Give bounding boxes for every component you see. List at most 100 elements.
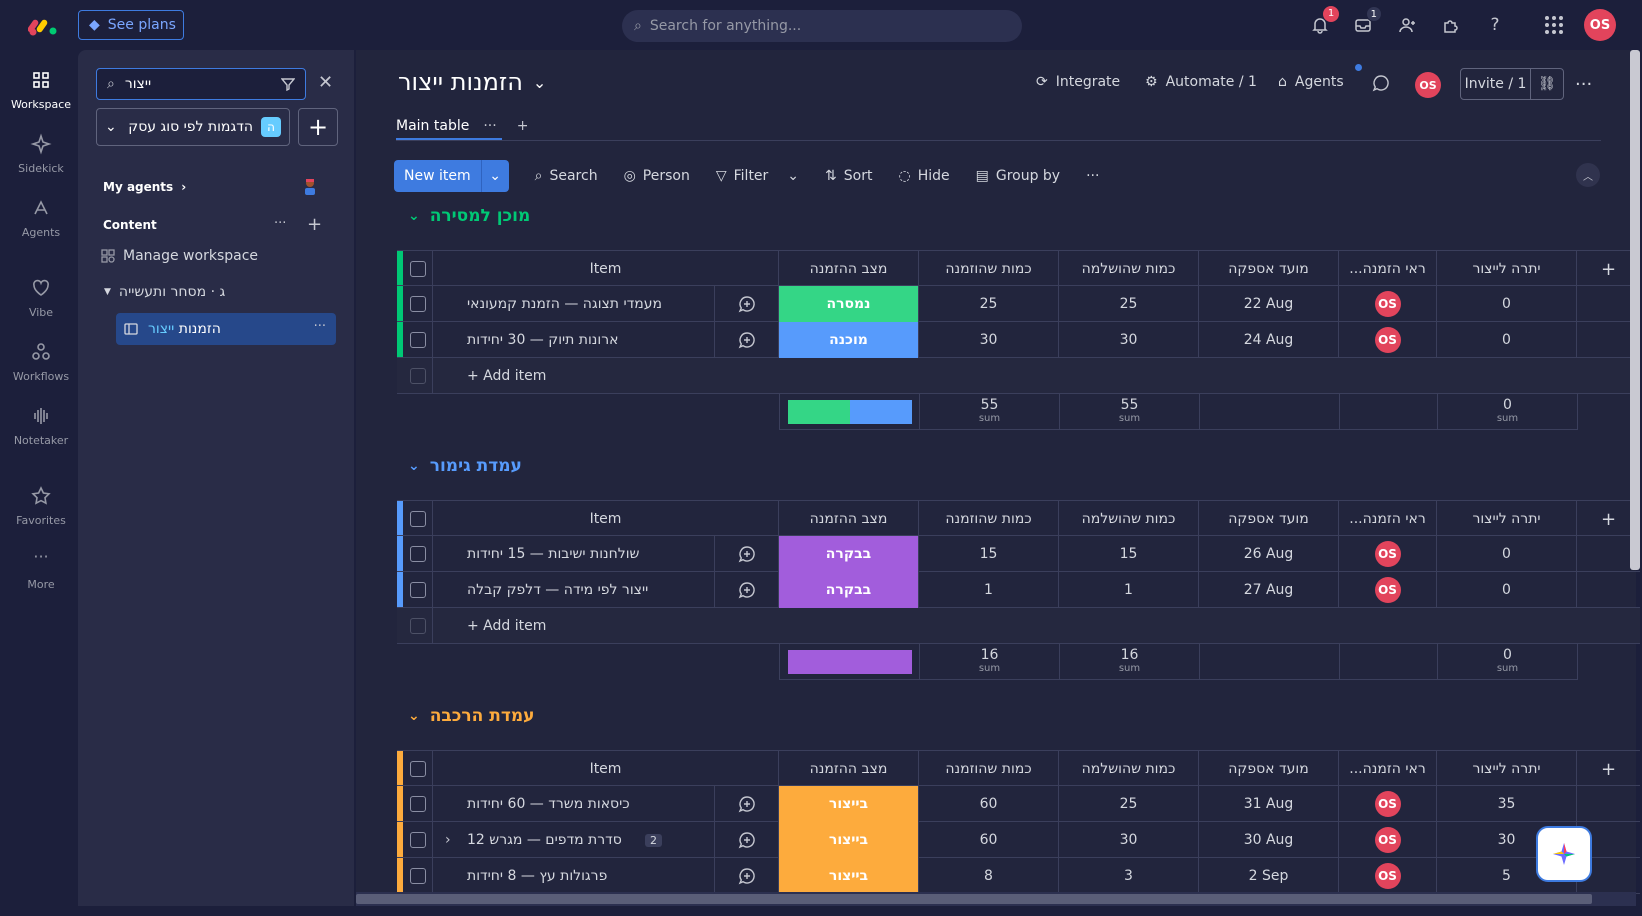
rail-workflows[interactable]: Workflows: [6, 340, 76, 383]
cell-owner[interactable]: OS: [1339, 572, 1437, 608]
cell-due[interactable]: 31 Aug: [1199, 786, 1339, 822]
hide-button[interactable]: ◌ Hide: [898, 168, 949, 184]
cell-owner[interactable]: OS: [1339, 536, 1437, 572]
cell-cb[interactable]: [403, 286, 433, 322]
add-update-icon[interactable]: [714, 822, 778, 858]
table-row[interactable]: מעמדי תצוגה — הזמנת קמעונאי נמסרה 25 25 22 A…: [397, 286, 1640, 322]
add-item-row[interactable]: + Add item: [397, 608, 1640, 644]
see-plans-button[interactable]: ◆ See plans: [78, 10, 184, 40]
chevron-down-icon[interactable]: ⌄: [408, 458, 420, 474]
rail-vibe[interactable]: Vibe: [6, 276, 76, 319]
cell-owner[interactable]: OS: [1339, 322, 1437, 358]
cell-owner[interactable]: OS: [1339, 286, 1437, 322]
cell-remaining[interactable]: 0: [1437, 572, 1577, 608]
cell-add[interactable]: [1577, 786, 1640, 822]
automate-button[interactable]: ⚙ Automate / 1: [1145, 74, 1257, 90]
add-item-cell[interactable]: + Add item: [433, 608, 1640, 644]
item-name[interactable]: פרגולות עץ — 8 יחידות: [467, 868, 608, 884]
apps-grid-icon[interactable]: [1541, 12, 1567, 38]
item-name[interactable]: ארונות תיוק — 30 יחידות: [467, 332, 619, 348]
cell-due[interactable]: 26 Aug: [1199, 536, 1339, 572]
content-more-icon[interactable]: ···: [274, 216, 287, 231]
row-checkbox[interactable]: [409, 546, 426, 562]
cell-cb[interactable]: [403, 572, 433, 608]
cell-due[interactable]: 2 Sep: [1199, 858, 1339, 894]
cell-due[interactable]: 22 Aug: [1199, 286, 1339, 322]
workspace-selector[interactable]: ⌄ הדגמות לפי סוג עסק ה: [96, 108, 290, 146]
owner-avatar[interactable]: OS: [1374, 577, 1401, 603]
sidebar-search-input[interactable]: ⌕ ייצור: [96, 68, 306, 100]
rail-sidekick[interactable]: Sidekick: [6, 132, 76, 175]
add-update-icon[interactable]: [714, 858, 778, 894]
owner-avatar[interactable]: OS: [1374, 863, 1401, 889]
vertical-scroll-thumb[interactable]: [1630, 50, 1640, 570]
chat-icon[interactable]: [1372, 74, 1390, 92]
folder-item[interactable]: ▼ ג · מסחר ותעשייה: [104, 284, 225, 300]
owner-avatar[interactable]: OS: [1374, 541, 1401, 567]
select-all-checkbox[interactable]: [409, 511, 426, 527]
global-search-input[interactable]: ⌕ Search for anything...: [622, 10, 1022, 42]
cell-due[interactable]: 27 Aug: [1199, 572, 1339, 608]
chevron-down-icon[interactable]: ⌄: [480, 160, 509, 192]
add-update-icon[interactable]: [714, 286, 778, 322]
monday-logo[interactable]: [28, 15, 58, 37]
cell-completed[interactable]: 30: [1059, 322, 1199, 358]
cell-remaining[interactable]: 35: [1437, 786, 1577, 822]
cell-ordered[interactable]: 25: [919, 286, 1059, 322]
agent-avatar-icon[interactable]: [302, 178, 318, 196]
board-title[interactable]: הזמנות ייצור ⌄: [398, 68, 546, 96]
owner-avatar[interactable]: OS: [1374, 327, 1401, 353]
tab-main-table[interactable]: Main table: [396, 118, 470, 134]
owner-avatar[interactable]: OS: [1374, 291, 1401, 317]
user-avatar[interactable]: OS: [1584, 9, 1616, 41]
status-summary-bar[interactable]: [787, 400, 912, 424]
integrate-button[interactable]: ⟳ Integrate: [1036, 74, 1120, 90]
filter-button[interactable]: ▽ Filter ⌄: [716, 168, 799, 184]
board-item-more-icon[interactable]: ···: [313, 319, 326, 334]
add-update-icon[interactable]: [714, 322, 778, 358]
expand-subitems-icon[interactable]: ›: [445, 832, 451, 848]
close-icon[interactable]: ✕: [318, 72, 334, 93]
search-button[interactable]: ⌕ Search: [535, 168, 598, 184]
cell-ordered[interactable]: 60: [919, 786, 1059, 822]
sort-button[interactable]: ⇅ Sort: [825, 168, 872, 184]
toolbar-more-icon[interactable]: ···: [1086, 168, 1100, 184]
table-row[interactable]: ייצור לפי מידה — דלפק קבלה בבקרה 1 1 27 Aug O…: [397, 572, 1640, 608]
cell-ordered[interactable]: 15: [919, 536, 1059, 572]
cell-item[interactable]: מעמדי תצוגה — הזמנת קמעונאי: [433, 286, 779, 322]
select-all-checkbox[interactable]: [409, 761, 426, 777]
chevron-down-icon[interactable]: ⌄: [787, 168, 800, 184]
table-row[interactable]: ארונות תיוק — 30 יחידות מוכנה 30 30 24 Aug OS…: [397, 322, 1640, 358]
add-update-icon[interactable]: [714, 536, 778, 572]
cell-completed[interactable]: 3: [1059, 858, 1199, 894]
table-row[interactable]: כיסאות משרד — 60 יחידות בייצור 60 25 31 Aug O…: [397, 786, 1640, 822]
cell-add[interactable]: [1577, 572, 1640, 608]
ai-assistant-fab[interactable]: [1536, 826, 1592, 882]
cell-completed[interactable]: 30: [1059, 822, 1199, 858]
invite-button[interactable]: Invite / 1 ⛓: [1460, 68, 1564, 100]
row-checkbox[interactable]: [409, 832, 426, 848]
cell-status[interactable]: בייצור: [779, 822, 919, 858]
cell-due[interactable]: 24 Aug: [1199, 322, 1339, 358]
item-name[interactable]: מעמדי תצוגה — הזמנת קמעונאי: [467, 296, 663, 312]
add-item-row[interactable]: + Add item: [397, 358, 1640, 394]
tab-more-icon[interactable]: ···: [483, 118, 497, 134]
content-add-icon[interactable]: +: [307, 214, 323, 235]
inbox-icon[interactable]: 1: [1350, 6, 1382, 38]
horizontal-scroll-thumb[interactable]: [356, 894, 1592, 904]
add-view-icon[interactable]: +: [516, 118, 529, 134]
row-checkbox[interactable]: [409, 332, 426, 348]
board-more-icon[interactable]: ···: [1575, 74, 1593, 95]
row-checkbox[interactable]: [409, 796, 426, 812]
group-title[interactable]: ⌄ מוכן למסירה: [408, 206, 530, 226]
table-row[interactable]: שולחנות ישיבות — 15 יחידות בבקרה 15 15 26 Au…: [397, 536, 1640, 572]
cell-item[interactable]: ארונות תיוק — 30 יחידות: [433, 322, 779, 358]
rail-notetaker[interactable]: Notetaker: [6, 404, 76, 447]
cell-cb[interactable]: [403, 822, 433, 858]
link-icon[interactable]: ⛓: [1538, 76, 1556, 92]
cell-cb[interactable]: [403, 786, 433, 822]
add-column-icon[interactable]: +: [1600, 758, 1617, 780]
item-name[interactable]: סדרת מדפים — מגרש 12: [467, 832, 622, 848]
status-summary-bar[interactable]: [787, 650, 912, 674]
cell-remaining[interactable]: 0: [1437, 322, 1577, 358]
